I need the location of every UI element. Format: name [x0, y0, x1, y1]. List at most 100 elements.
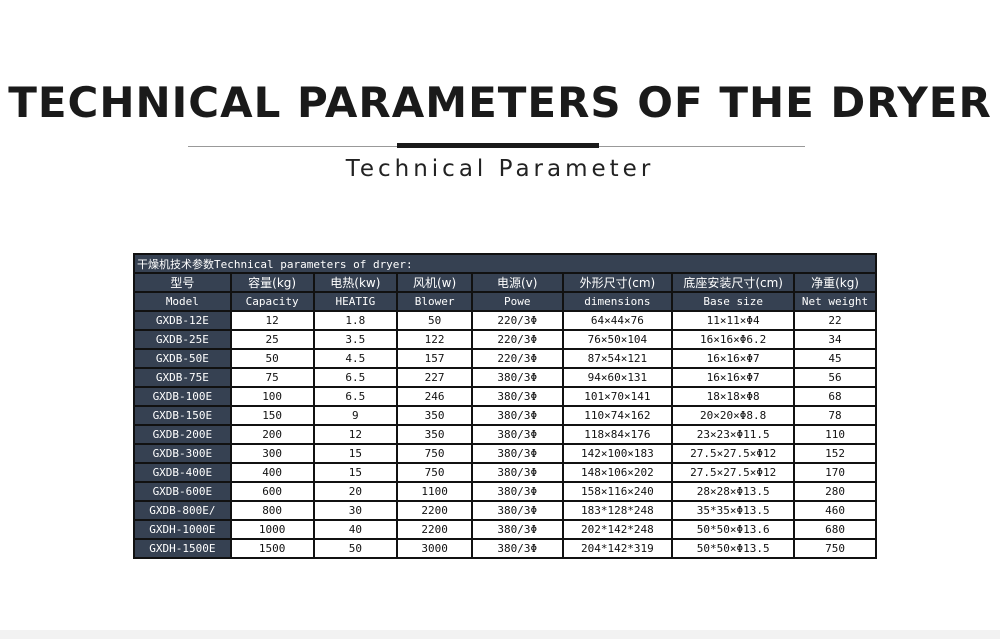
table-cell: 158×116×240: [561, 481, 674, 502]
table-row: GXDH-1500E 1500 50 3000 380/3Φ 204*142*319 50*…: [133, 538, 877, 559]
table-cell: 12: [229, 310, 315, 331]
table-cell: 1000: [229, 519, 315, 540]
table-cell: 350: [396, 405, 473, 426]
table-cell: 15: [312, 462, 399, 483]
table-cell: 110: [793, 424, 877, 445]
table-cell: 750: [793, 538, 877, 559]
table-cell: 23×23×Φ11.5: [671, 424, 796, 445]
table-cell: 157: [396, 348, 473, 369]
column-header-cn: 底座安装尺寸(cm): [671, 272, 796, 293]
model-cell: GXDB-50E: [133, 348, 232, 369]
table-cell: 118×84×176: [561, 424, 674, 445]
table-cell: 50: [229, 348, 315, 369]
model-cell: GXDB-400E: [133, 462, 232, 483]
divider-accent: [397, 143, 599, 148]
table-cell: 227: [396, 367, 473, 388]
table-cell: 20: [312, 481, 399, 502]
table-cell: 280: [793, 481, 877, 502]
table-cell: 220/3Φ: [470, 310, 564, 331]
table-cell: 152: [793, 443, 877, 464]
table-cell: 28×28×Φ13.5: [671, 481, 796, 502]
column-header-cn: 型号: [133, 272, 232, 293]
table-cell: 380/3Φ: [470, 481, 564, 502]
table-cell: 50*50×Φ13.6: [671, 519, 796, 540]
model-cell: GXDB-75E: [133, 367, 232, 388]
table-row: GXDB-75E 75 6.5 227 380/3Φ 94×60×131 16×16×Φ7 5…: [133, 367, 877, 388]
table-cell: 6.5: [312, 386, 399, 407]
model-cell: GXDB-12E: [133, 310, 232, 331]
table-cell: 34: [793, 329, 877, 350]
model-cell: GXDB-600E: [133, 481, 232, 502]
table-cell: 68: [793, 386, 877, 407]
column-header-en: Base size: [671, 291, 796, 312]
table-cell: 380/3Φ: [470, 500, 564, 521]
page-subtitle: Technical Parameter: [345, 156, 655, 182]
table-cell: 380/3Φ: [470, 424, 564, 445]
table-row: GXDB-200E 200 12 350 380/3Φ 118×84×176 23×23×Φ…: [133, 424, 877, 445]
column-header-en: dimensions: [561, 291, 674, 312]
table-row: GXDB-400E 400 15 750 380/3Φ 148×106×202 27.5×2…: [133, 462, 877, 483]
table-cell: 170: [793, 462, 877, 483]
table-cell: 101×70×141: [561, 386, 674, 407]
table-cell: 1.8: [312, 310, 399, 331]
column-header-en: Net weight: [793, 291, 877, 312]
table-cell: 18×18×Φ8: [671, 386, 796, 407]
table-cell: 12: [312, 424, 399, 445]
table-cell: 750: [396, 443, 473, 464]
table-cell: 4.5: [312, 348, 399, 369]
table-cell: 380/3Φ: [470, 462, 564, 483]
model-cell: GXDB-150E: [133, 405, 232, 426]
column-header-cn: 净重(kg): [793, 272, 877, 293]
table-cell: 680: [793, 519, 877, 540]
table-cell: 380/3Φ: [470, 443, 564, 464]
table-cell: 800: [229, 500, 315, 521]
table-cell: 40: [312, 519, 399, 540]
table-cell: 78: [793, 405, 877, 426]
page-title: TECHNICAL PARAMETERS OF THE DRYER: [8, 78, 992, 127]
table-cell: 25: [229, 329, 315, 350]
table-cell: 50: [312, 538, 399, 559]
model-cell: GXDB-300E: [133, 443, 232, 464]
table-cell: 150: [229, 405, 315, 426]
model-cell: GXDH-1000E: [133, 519, 232, 540]
column-header-cn: 风机(w): [396, 272, 473, 293]
table-cell: 350: [396, 424, 473, 445]
table-cell: 3000: [396, 538, 473, 559]
column-header-en: Blower: [396, 291, 473, 312]
table-row: GXDB-300E 300 15 750 380/3Φ 142×100×183 27.5×2…: [133, 443, 877, 464]
table-cell: 460: [793, 500, 877, 521]
table-row: GXDB-600E 600 20 1100 380/3Φ 158×116×240 28×28…: [133, 481, 877, 502]
table-cell: 380/3Φ: [470, 538, 564, 559]
table-row: GXDH-1000E 1000 40 2200 380/3Φ 202*142*248 50*…: [133, 519, 877, 540]
column-header-cn: 电源(v): [470, 272, 564, 293]
table-row: GXDB-150E 150 9 350 380/3Φ 110×74×162 20×20×Φ8…: [133, 405, 877, 426]
table-cell: 300: [229, 443, 315, 464]
table-cell: 110×74×162: [561, 405, 674, 426]
table-cell: 183*128*248: [561, 500, 674, 521]
table-cell: 100: [229, 386, 315, 407]
table-cell: 380/3Φ: [470, 367, 564, 388]
table-cell: 20×20×Φ8.8: [671, 405, 796, 426]
table-cell: 2200: [396, 519, 473, 540]
column-header-en: Model: [133, 291, 232, 312]
table-cell: 220/3Φ: [470, 348, 564, 369]
table-cell: 30: [312, 500, 399, 521]
table-cell: 246: [396, 386, 473, 407]
model-cell: GXDB-800E/: [133, 500, 232, 521]
table-row: GXDB-50E 50 4.5 157 220/3Φ 87×54×121 16×16×Φ7 4…: [133, 348, 877, 369]
table-row: GXDB-100E 100 6.5 246 380/3Φ 101×70×141 18×18×…: [133, 386, 877, 407]
table-cell: 16×16×Φ7: [671, 348, 796, 369]
table-cell: 380/3Φ: [470, 519, 564, 540]
table-cell: 11×11×Φ4: [671, 310, 796, 331]
table-cell: 27.5×27.5×Φ12: [671, 443, 796, 464]
footer-band: [0, 630, 1000, 639]
table-cell: 22: [793, 310, 877, 331]
table-cell: 15: [312, 443, 399, 464]
table-cell: 75: [229, 367, 315, 388]
column-header-cn: 电热(kw): [312, 272, 399, 293]
table-cell: 204*142*319: [561, 538, 674, 559]
table-cell: 9: [312, 405, 399, 426]
table-cell: 35*35×Φ13.5: [671, 500, 796, 521]
table-cell: 200: [229, 424, 315, 445]
model-cell: GXDB-100E: [133, 386, 232, 407]
